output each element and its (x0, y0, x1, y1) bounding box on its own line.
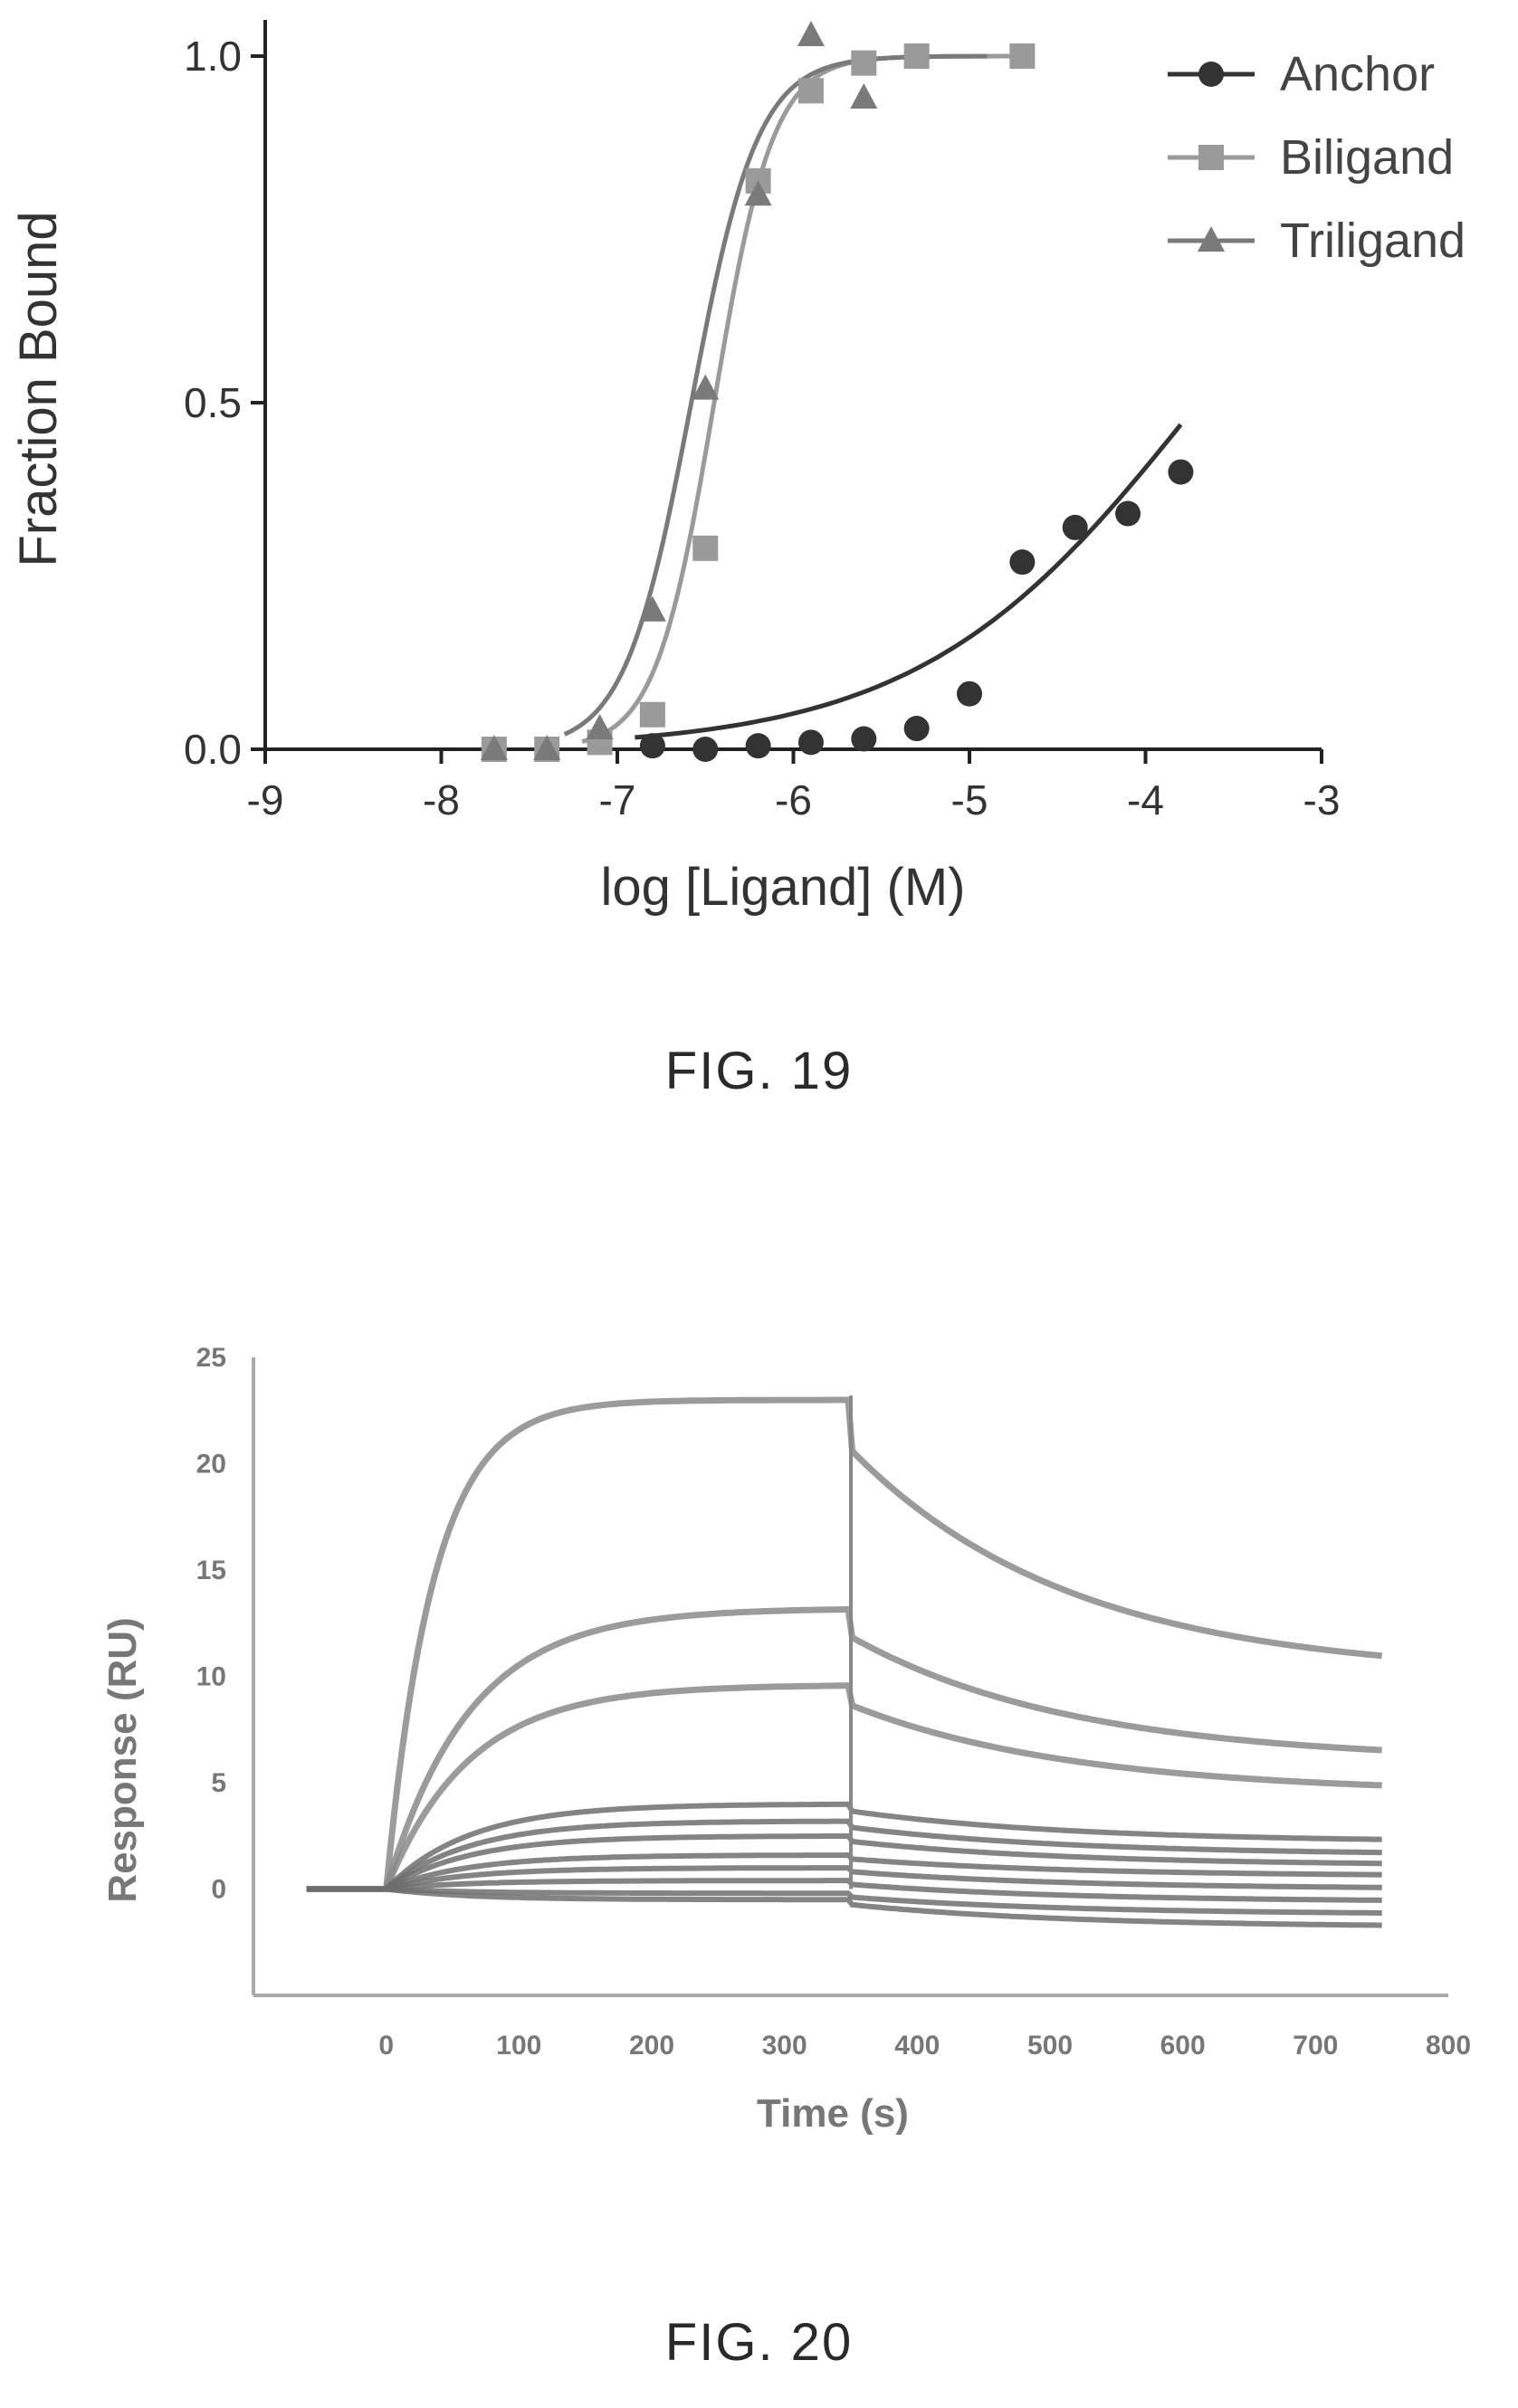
data-point-triligand (797, 21, 825, 47)
x-tick-label: 0 (378, 2031, 394, 2061)
legend-label-biligand: Biligand (1280, 130, 1454, 185)
data-point-triligand (638, 595, 666, 622)
sensorgram-curve (306, 1396, 1383, 1892)
sensorgram-curve (306, 1878, 1382, 1903)
x-tick-label: -3 (1303, 776, 1341, 823)
data-point-triligand (480, 735, 508, 760)
x-tick-label: 500 (1027, 2031, 1073, 2061)
x-tick-label: -9 (247, 776, 284, 823)
x-tick-label: -7 (599, 776, 636, 823)
sensorgram-curve (306, 1833, 1382, 1892)
fraction-bound-chart: -9 -8 -7 -6 -5 -4 -3 0.0 0.5 1.0 Anchor Biligand Tr… (9, 20, 1465, 917)
fit-curve-anchor (635, 423, 1183, 740)
data-point-triligand (533, 735, 561, 760)
fig19-axes: -9 -8 -7 -6 -5 -4 -3 0.0 0.5 1.0 (184, 20, 1340, 823)
response-time-chart: 0 100 200 300 400 500 600 700 800 0 5 10 15 20 25 Time… (100, 1343, 1471, 2136)
y-tick-label: 0 (211, 1875, 226, 1905)
figure-19-caption: FIG. 19 (664, 1042, 854, 1100)
legend-marker-biligand (1198, 145, 1224, 170)
data-point-anchor (797, 729, 824, 756)
y-tick-label: 0.5 (184, 379, 242, 426)
x-tick-label: 600 (1160, 2031, 1206, 2061)
data-point-anchor (1115, 500, 1141, 527)
sensorgram-curve (306, 1886, 1382, 1916)
data-point-triligand (744, 180, 772, 206)
y-tick-label: 5 (211, 1768, 226, 1798)
sensorgram-curve (306, 1886, 1382, 1928)
sensorgram-curve (306, 1606, 1382, 1892)
y-tick-label: 15 (196, 1556, 226, 1585)
sensorgram-curve (306, 1865, 1382, 1892)
data-point-biligand (797, 78, 824, 104)
fit-curve-biligand (581, 53, 1023, 744)
fig20-sensorgram-curves (306, 1395, 1383, 1928)
sensorgram-curve (306, 1851, 1382, 1892)
y-tick-label: 1.0 (184, 33, 242, 80)
x-tick-label: 700 (1293, 2031, 1338, 2061)
x-tick-label: -6 (775, 776, 812, 823)
x-tick-label: -5 (951, 776, 988, 823)
x-tick-label: 200 (629, 2031, 674, 2061)
x-tick-label: 300 (762, 2031, 807, 2061)
legend-marker-triligand (1198, 226, 1225, 252)
figure-20-caption: FIG. 20 (664, 2313, 854, 2372)
fig20-axes: 0 100 200 300 400 500 600 700 800 0 5 10 15 20 25 (196, 1343, 1471, 2061)
fig19-fit-curves (563, 53, 1183, 744)
sensorgram-curve (306, 1818, 1382, 1892)
legend-label-triligand: Triligand (1280, 214, 1465, 268)
y-tick-label: 20 (196, 1450, 226, 1480)
fig19-data-points (480, 21, 1194, 762)
data-point-triligand (692, 374, 720, 400)
data-point-anchor (1062, 514, 1088, 540)
fig20-y-axis-label: Response (RU) (100, 1617, 145, 1902)
data-point-biligand (903, 43, 930, 69)
data-point-anchor (957, 681, 982, 707)
data-point-anchor (639, 733, 665, 759)
data-point-anchor (1009, 549, 1036, 576)
fig19-x-axis-label: log [Ligand] (M) (601, 858, 966, 917)
x-tick-label: 800 (1426, 2031, 1471, 2061)
x-tick-label: 100 (496, 2031, 541, 2061)
data-point-anchor (851, 726, 877, 752)
data-point-triligand (850, 82, 878, 109)
data-point-biligand (1009, 43, 1036, 69)
x-tick-label: -8 (423, 776, 460, 823)
data-point-biligand (692, 535, 719, 561)
data-point-triligand (586, 714, 614, 740)
fig19-y-axis-label: Fraction Bound (9, 211, 68, 566)
y-tick-label: 0.0 (184, 726, 242, 773)
legend-label-anchor: Anchor (1280, 47, 1435, 101)
data-point-anchor (1168, 459, 1194, 485)
fig20-x-axis-label: Time (s) (757, 2091, 909, 2136)
fit-curve-triligand (563, 53, 988, 737)
data-point-biligand (851, 50, 877, 76)
legend-marker-anchor (1198, 62, 1224, 87)
data-point-anchor (692, 737, 719, 762)
y-tick-label: 10 (196, 1662, 226, 1692)
data-point-biligand (639, 701, 665, 728)
data-point-anchor (745, 733, 771, 759)
x-tick-label: 400 (894, 2031, 940, 2061)
sensorgram-curve (306, 1801, 1382, 1892)
y-tick-label: 25 (196, 1343, 226, 1373)
data-point-anchor (903, 716, 930, 742)
sensorgram-curve (306, 1682, 1382, 1892)
fig19-legend: Anchor Biligand Triligand (1168, 47, 1465, 268)
x-tick-label: -4 (1127, 776, 1164, 823)
